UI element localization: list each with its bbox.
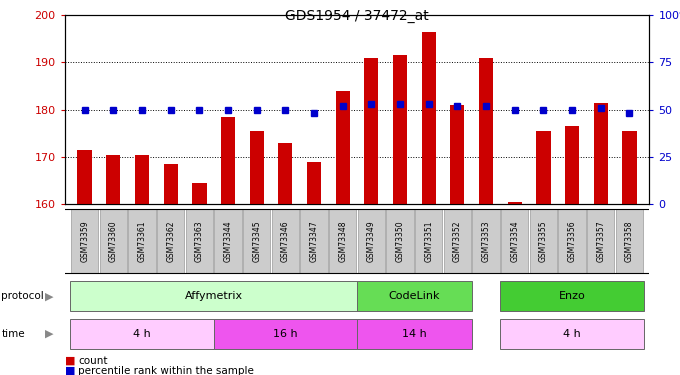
Text: GSM73349: GSM73349 — [367, 220, 376, 262]
Bar — [135, 154, 149, 204]
FancyBboxPatch shape — [243, 209, 271, 273]
Text: GSM73344: GSM73344 — [224, 220, 233, 262]
Text: GDS1954 / 37472_at: GDS1954 / 37472_at — [285, 9, 429, 23]
FancyBboxPatch shape — [501, 209, 528, 273]
Text: GSM73356: GSM73356 — [568, 220, 577, 262]
Text: GSM73360: GSM73360 — [109, 220, 118, 262]
FancyBboxPatch shape — [415, 209, 443, 273]
Text: GSM73355: GSM73355 — [539, 220, 548, 262]
FancyBboxPatch shape — [357, 319, 472, 349]
Bar — [536, 131, 551, 204]
FancyBboxPatch shape — [99, 209, 127, 273]
Text: GSM73351: GSM73351 — [424, 220, 433, 262]
Bar — [78, 150, 92, 204]
Text: Affymetrix: Affymetrix — [184, 291, 243, 301]
Bar — [565, 126, 579, 204]
Bar — [422, 32, 436, 204]
Text: ▶: ▶ — [46, 291, 54, 301]
FancyBboxPatch shape — [214, 319, 357, 349]
FancyBboxPatch shape — [71, 209, 99, 273]
Bar — [307, 162, 321, 204]
FancyBboxPatch shape — [329, 209, 356, 273]
FancyBboxPatch shape — [615, 209, 643, 273]
FancyBboxPatch shape — [443, 209, 471, 273]
FancyBboxPatch shape — [500, 319, 644, 349]
FancyBboxPatch shape — [157, 209, 184, 273]
Bar — [364, 58, 379, 204]
Text: GSM73363: GSM73363 — [195, 220, 204, 262]
Text: 16 h: 16 h — [273, 329, 298, 339]
Bar — [479, 58, 493, 204]
FancyBboxPatch shape — [386, 209, 413, 273]
FancyBboxPatch shape — [129, 209, 156, 273]
Bar — [221, 117, 235, 204]
Text: GSM73346: GSM73346 — [281, 220, 290, 262]
Text: 14 h: 14 h — [402, 329, 427, 339]
Text: GSM73358: GSM73358 — [625, 220, 634, 262]
Bar — [192, 183, 207, 204]
Text: Enzo: Enzo — [559, 291, 585, 301]
FancyBboxPatch shape — [271, 209, 299, 273]
Bar — [163, 164, 178, 204]
Text: ■: ■ — [65, 356, 75, 366]
Text: time: time — [1, 329, 25, 339]
Bar — [250, 131, 264, 204]
FancyBboxPatch shape — [357, 281, 472, 311]
Bar — [594, 103, 608, 204]
Text: GSM73352: GSM73352 — [453, 220, 462, 262]
Text: GSM73348: GSM73348 — [338, 220, 347, 262]
Text: GSM73353: GSM73353 — [481, 220, 490, 262]
FancyBboxPatch shape — [70, 281, 357, 311]
FancyBboxPatch shape — [472, 209, 500, 273]
Bar — [106, 154, 120, 204]
FancyBboxPatch shape — [530, 209, 557, 273]
FancyBboxPatch shape — [214, 209, 242, 273]
Text: GSM73347: GSM73347 — [309, 220, 318, 262]
FancyBboxPatch shape — [70, 319, 214, 349]
Text: ■: ■ — [65, 366, 75, 375]
Bar — [278, 143, 292, 204]
Text: GSM73359: GSM73359 — [80, 220, 89, 262]
Text: 4 h: 4 h — [563, 329, 581, 339]
Text: GSM73354: GSM73354 — [510, 220, 519, 262]
Bar — [622, 131, 636, 204]
FancyBboxPatch shape — [558, 209, 585, 273]
Text: GSM73357: GSM73357 — [596, 220, 605, 262]
Text: GSM73350: GSM73350 — [396, 220, 405, 262]
FancyBboxPatch shape — [301, 209, 328, 273]
Text: CodeLink: CodeLink — [388, 291, 440, 301]
Text: GSM73345: GSM73345 — [252, 220, 261, 262]
Text: percentile rank within the sample: percentile rank within the sample — [78, 366, 254, 375]
FancyBboxPatch shape — [186, 209, 213, 273]
FancyBboxPatch shape — [358, 209, 385, 273]
Text: GSM73361: GSM73361 — [137, 220, 146, 262]
FancyBboxPatch shape — [500, 281, 644, 311]
Bar — [393, 55, 407, 204]
Text: GSM73362: GSM73362 — [166, 220, 175, 262]
Bar — [450, 105, 464, 204]
Text: ▶: ▶ — [46, 329, 54, 339]
Bar — [335, 91, 350, 204]
Bar — [507, 202, 522, 204]
FancyBboxPatch shape — [587, 209, 615, 273]
Text: protocol: protocol — [1, 291, 44, 301]
Text: count: count — [78, 356, 107, 366]
Text: 4 h: 4 h — [133, 329, 151, 339]
